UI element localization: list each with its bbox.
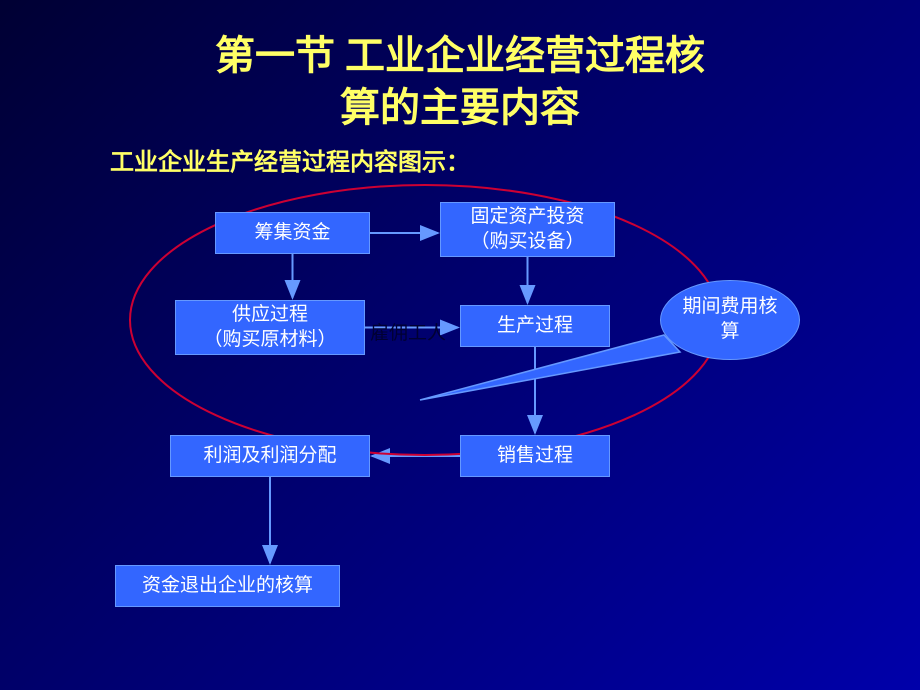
- flowchart-node-n3: 供应过程（购买原材料）: [175, 300, 365, 355]
- flowchart-node-n5: 利润及利润分配: [170, 435, 370, 477]
- flowchart-mid-label: 雇佣工人: [370, 318, 446, 345]
- flowchart-node-n2: 固定资产投资（购买设备）: [440, 202, 615, 257]
- flowchart-container: 筹集资金 固定资产投资（购买设备） 供应过程（购买原材料） 生产过程利润及利润分配 销售…: [0, 0, 920, 690]
- flowchart-node-n7: 资金退出企业的核算: [115, 565, 340, 607]
- flowchart-node-n6: 销售过程: [460, 435, 610, 477]
- flowchart-callout: 期间费用核算: [660, 280, 800, 360]
- flowchart-node-n4: 生产过程: [460, 305, 610, 347]
- flowchart-node-n1: 筹集资金: [215, 212, 370, 254]
